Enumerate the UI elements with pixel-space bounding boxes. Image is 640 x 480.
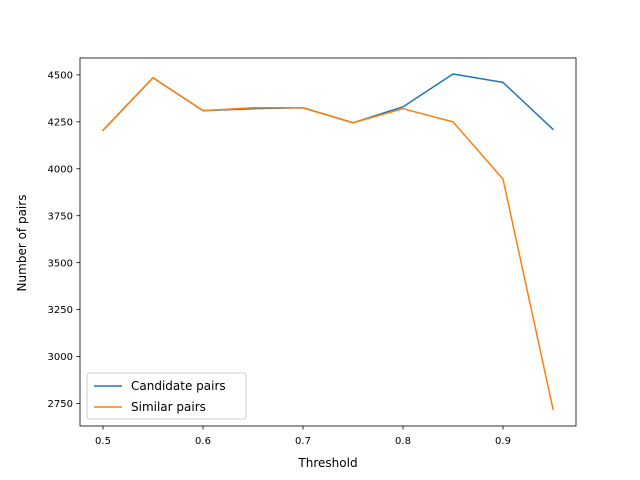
x-axis-label: Threshold xyxy=(297,456,357,470)
y-tick-label: 3500 xyxy=(48,258,73,269)
legend-label: Similar pairs xyxy=(131,400,206,414)
y-tick-label: 4500 xyxy=(48,70,73,81)
x-tick-label: 0.7 xyxy=(295,436,311,447)
y-tick-label: 2750 xyxy=(48,399,73,410)
axes: 0.5 0.6 0.7 0.8 0.9 2750 3000 3250 3500 3750 4000 4… xyxy=(48,57,577,447)
y-tick-label: 3750 xyxy=(48,211,73,222)
x-tick-label: 0.6 xyxy=(195,436,211,447)
x-tick-label: 0.5 xyxy=(95,436,111,447)
y-tick-label: 4000 xyxy=(48,164,73,175)
legend-box xyxy=(86,372,247,420)
series-line-2 xyxy=(101,76,554,410)
y-tick-label: 4250 xyxy=(48,117,73,128)
y-tick-label: 3250 xyxy=(48,305,73,316)
plot-area xyxy=(101,73,555,410)
y-tick-label: 3000 xyxy=(48,352,73,363)
y-axis-label: Number of pairs xyxy=(15,195,29,292)
axes-frame xyxy=(79,57,577,427)
x-tick-label: 0.8 xyxy=(395,436,411,447)
legend-label: Candidate pairs xyxy=(131,379,226,393)
legend: Candidate pairs Similar pairs xyxy=(86,372,247,420)
x-tick-label: 0.9 xyxy=(495,436,511,447)
